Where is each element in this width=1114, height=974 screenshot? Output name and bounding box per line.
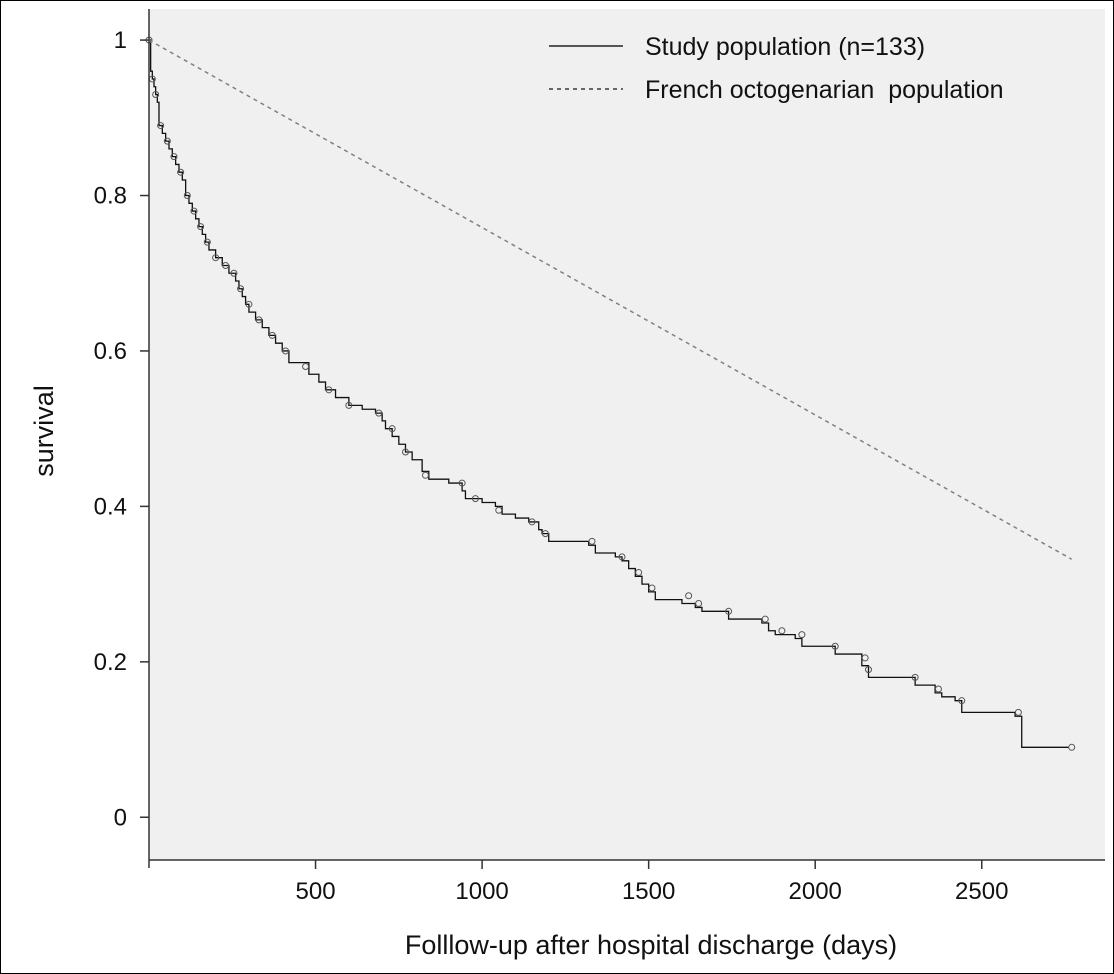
y-tick-label: 1 [114, 27, 127, 54]
censor-marker [302, 362, 310, 370]
x-tick-label: 500 [296, 878, 336, 905]
censor-marker [725, 607, 733, 615]
censor-marker [471, 495, 479, 503]
censor-marker [212, 254, 220, 262]
censor-marker [177, 168, 185, 176]
legend-label-study: Study population (n=133) [645, 33, 925, 61]
censor-marker [778, 627, 786, 635]
censor-marker [495, 506, 503, 514]
x-tick-label: 1500 [622, 878, 675, 905]
censor-marker [157, 122, 165, 130]
censor-marker [222, 261, 230, 269]
censor-marker [588, 537, 596, 545]
censor-marker [282, 347, 290, 355]
y-tick-label: 0.4 [94, 493, 127, 520]
censor-marker [541, 530, 549, 538]
censor-marker [203, 238, 211, 246]
x-tick-label: 2500 [955, 878, 1008, 905]
y-tick-label: 0.6 [94, 338, 127, 365]
censor-marker [761, 615, 769, 623]
censor-marker [618, 553, 626, 561]
censor-marker [268, 331, 276, 339]
censor-marker [528, 518, 536, 526]
censor-marker [831, 642, 839, 650]
censor-marker [401, 448, 409, 456]
censor-marker [183, 192, 191, 200]
censor-marker [648, 584, 656, 592]
y-tick-label: 0 [114, 804, 127, 831]
censor-marker [685, 592, 693, 600]
y-axis-title: survival [29, 385, 59, 477]
censor-marker [958, 697, 966, 705]
french-population-line [148, 39, 1073, 560]
legend-label-french: French octogenarian population [645, 76, 1004, 104]
censor-marker [163, 137, 171, 145]
censor-marker [255, 316, 263, 324]
censor-marker [911, 673, 919, 681]
series-layer [145, 36, 1076, 751]
censor-marker [388, 425, 396, 433]
censor-marker [375, 409, 383, 417]
censor-marker [245, 300, 253, 308]
censor-marker [864, 666, 872, 674]
censor-marker [345, 401, 353, 409]
censor-marker [237, 285, 245, 293]
legend: Study population (n=133) French octogena… [549, 33, 1004, 104]
censor-marker [695, 600, 703, 608]
censor-marker [421, 471, 429, 479]
censor-marker [197, 223, 205, 231]
censor-marker [190, 207, 198, 215]
censor-marker [635, 568, 643, 576]
censor-marker [798, 631, 806, 639]
censor-marker [1068, 743, 1076, 751]
censor-marker [861, 654, 869, 662]
censor-marker [1014, 708, 1022, 716]
censor-marker [230, 269, 238, 277]
x-tick-label: 1000 [455, 878, 508, 905]
censor-marker [170, 153, 178, 161]
plot-area [149, 9, 1105, 860]
x-axis-title: Folllow-up after hospital discharge (day… [405, 930, 897, 960]
censor-marker [152, 90, 160, 98]
censor-marker [934, 685, 942, 693]
y-tick-label: 0.8 [94, 183, 127, 210]
censor-marker [458, 479, 466, 487]
x-tick-label: 2000 [789, 878, 842, 905]
y-tick-label: 0.2 [94, 649, 127, 676]
censor-marker [325, 386, 333, 394]
